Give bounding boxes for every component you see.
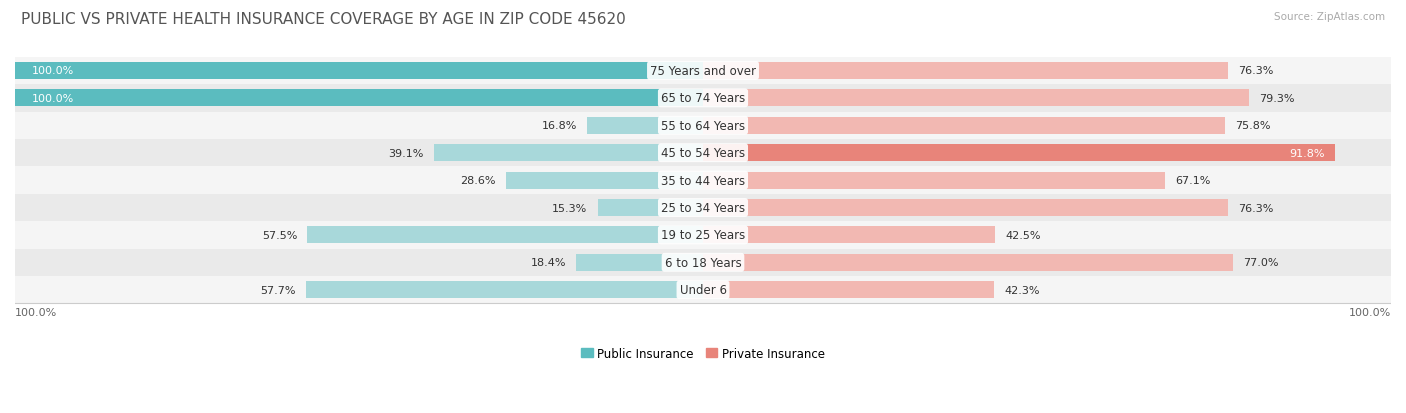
Text: 42.3%: 42.3% (1004, 285, 1040, 295)
Text: 6 to 18 Years: 6 to 18 Years (665, 256, 741, 269)
Bar (506, 172, 703, 189)
Text: 65 to 74 Years: 65 to 74 Years (661, 92, 745, 105)
Text: 42.5%: 42.5% (1005, 230, 1042, 240)
Text: 35 to 44 Years: 35 to 44 Years (661, 174, 745, 187)
Text: 45 to 54 Years: 45 to 54 Years (661, 147, 745, 160)
Bar (15, 57, 1391, 85)
Bar (703, 227, 995, 244)
Bar (15, 112, 1391, 140)
Bar (15, 222, 1391, 249)
Text: Under 6: Under 6 (679, 284, 727, 297)
Text: 25 to 34 Years: 25 to 34 Years (661, 202, 745, 214)
Text: 79.3%: 79.3% (1258, 94, 1295, 104)
Bar (576, 254, 703, 271)
Text: 67.1%: 67.1% (1175, 176, 1211, 186)
Bar (703, 199, 1227, 216)
Bar (308, 227, 703, 244)
Text: 76.3%: 76.3% (1239, 66, 1274, 76)
Text: 77.0%: 77.0% (1243, 258, 1278, 268)
Text: 18.4%: 18.4% (530, 258, 567, 268)
Text: 57.5%: 57.5% (262, 230, 297, 240)
Text: 91.8%: 91.8% (1289, 148, 1324, 158)
Text: 16.8%: 16.8% (541, 121, 576, 131)
Text: 75.8%: 75.8% (1234, 121, 1271, 131)
Text: 100.0%: 100.0% (32, 94, 75, 104)
Bar (15, 249, 1391, 276)
Text: 57.7%: 57.7% (260, 285, 295, 295)
Text: 100.0%: 100.0% (15, 307, 58, 317)
Bar (15, 167, 1391, 195)
Bar (15, 63, 703, 80)
Legend: Public Insurance, Private Insurance: Public Insurance, Private Insurance (581, 347, 825, 360)
Text: PUBLIC VS PRIVATE HEALTH INSURANCE COVERAGE BY AGE IN ZIP CODE 45620: PUBLIC VS PRIVATE HEALTH INSURANCE COVER… (21, 12, 626, 27)
Bar (703, 172, 1164, 189)
Bar (703, 90, 1249, 107)
Bar (434, 145, 703, 162)
Bar (15, 85, 1391, 112)
Bar (15, 276, 1391, 304)
Text: 39.1%: 39.1% (388, 148, 423, 158)
Text: 100.0%: 100.0% (1348, 307, 1391, 317)
Bar (588, 117, 703, 135)
Bar (15, 140, 1391, 167)
Bar (703, 254, 1233, 271)
Bar (703, 282, 994, 299)
Bar (703, 117, 1225, 135)
Text: 100.0%: 100.0% (32, 66, 75, 76)
Text: 55 to 64 Years: 55 to 64 Years (661, 119, 745, 133)
Bar (307, 282, 703, 299)
Text: 76.3%: 76.3% (1239, 203, 1274, 213)
Text: 75 Years and over: 75 Years and over (650, 65, 756, 78)
Bar (598, 199, 703, 216)
Text: 28.6%: 28.6% (460, 176, 496, 186)
Bar (15, 90, 703, 107)
Bar (15, 195, 1391, 222)
Text: 15.3%: 15.3% (553, 203, 588, 213)
Bar (703, 145, 1334, 162)
Text: Source: ZipAtlas.com: Source: ZipAtlas.com (1274, 12, 1385, 22)
Text: 19 to 25 Years: 19 to 25 Years (661, 229, 745, 242)
Bar (703, 63, 1227, 80)
